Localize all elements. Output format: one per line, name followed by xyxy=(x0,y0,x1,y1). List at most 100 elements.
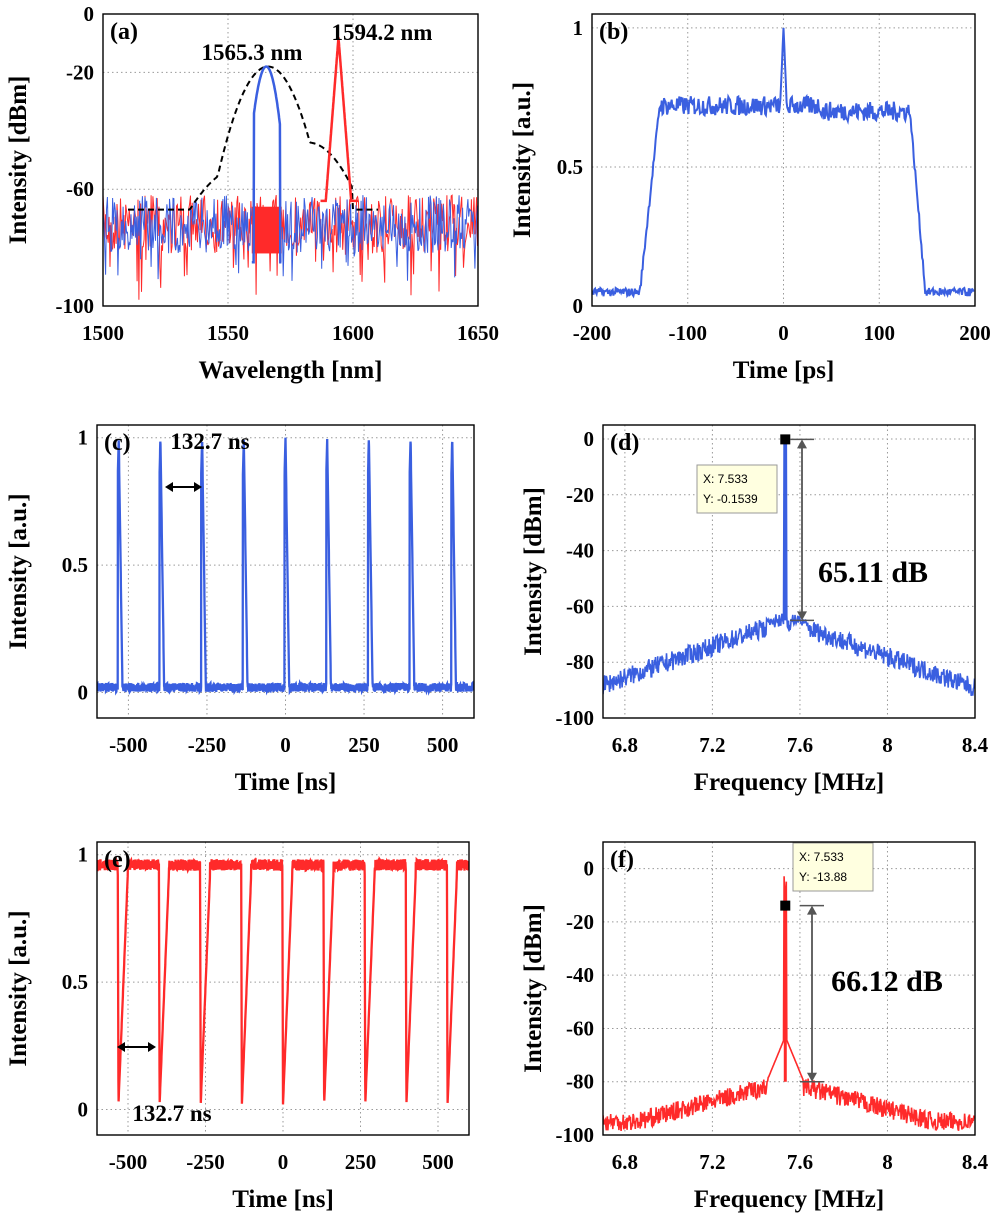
axes-frame xyxy=(96,841,470,1136)
plot-area xyxy=(603,876,975,1132)
panel-label: (c) xyxy=(104,430,131,456)
panel-label: (f) xyxy=(610,847,634,873)
arrow-head-right xyxy=(148,1042,156,1052)
x-tick-label: 0 xyxy=(278,1150,289,1174)
series-red-peak xyxy=(320,37,358,203)
y-tick-label: -80 xyxy=(566,650,594,674)
y-axis-label: Intensity [a.u.] xyxy=(5,493,32,649)
datatip-box xyxy=(792,842,874,892)
x-tick-label: 8.4 xyxy=(962,733,989,757)
panel-a: 1500 1550 1600 1650 0 -20 -60 -100 Wavelength [n… xyxy=(5,2,499,384)
x-tick-label: -500 xyxy=(109,1150,148,1174)
series-red-dips xyxy=(97,855,469,1105)
panel-label: (a) xyxy=(110,19,138,45)
plot-area xyxy=(97,437,474,696)
x-tick-label: -250 xyxy=(186,1150,225,1174)
x-tick-label: 1500 xyxy=(82,321,124,345)
arrow-head-up xyxy=(807,905,817,915)
plot-area xyxy=(97,855,469,1105)
datatip-x: X: 7.533 xyxy=(703,472,748,486)
plot-area xyxy=(592,27,975,299)
x-tick-label: 7.6 xyxy=(787,733,813,757)
y-axis-label: Intensity [dBm] xyxy=(520,487,547,656)
datatip-marker xyxy=(780,900,791,911)
series-blue xyxy=(592,27,975,299)
datatip-y: Y: -0.1539 xyxy=(703,492,758,506)
y-tick-label: 1 xyxy=(78,426,89,450)
y-tick-label: -60 xyxy=(66,177,94,201)
y-tick-label: -40 xyxy=(566,539,594,563)
y-tick-label: 1 xyxy=(573,16,584,40)
y-axis-label: Intensity [dBm] xyxy=(5,76,32,245)
axes-frame xyxy=(591,13,976,307)
x-tick-label: 8 xyxy=(882,1150,893,1174)
y-tick-label: -100 xyxy=(556,1123,595,1147)
y-tick-label: -20 xyxy=(566,910,594,934)
x-axis-label: Frequency [MHz] xyxy=(694,1186,884,1213)
x-tick-label: 200 xyxy=(959,321,991,345)
series-blue-peak xyxy=(251,65,282,264)
x-tick-label: 7.2 xyxy=(699,1150,725,1174)
y-tick-label: 0.5 xyxy=(557,155,583,179)
panel-f: 6.8 7.2 7.6 8 8.4 0 -20 -40 -60 -80 -100 Frequency … xyxy=(520,841,989,1213)
plot-area xyxy=(603,438,975,696)
datatip-box xyxy=(696,464,778,514)
x-tick-label: -250 xyxy=(188,733,227,757)
datatip-marker xyxy=(780,434,791,445)
y-tick-label: -20 xyxy=(66,60,94,84)
arrow-head-down xyxy=(807,1072,817,1082)
x-tick-label: 7.2 xyxy=(699,733,725,757)
annotation-period: 132.7 ns xyxy=(132,1101,211,1126)
y-axis-label: Intensity [a.u.] xyxy=(5,910,32,1066)
y-tick-label: 0 xyxy=(84,2,95,26)
panel-label: (e) xyxy=(104,847,131,873)
x-tick-label: -500 xyxy=(109,733,148,757)
axes-frame xyxy=(96,424,475,719)
x-tick-label: 8 xyxy=(882,733,893,757)
y-tick-label: -80 xyxy=(566,1070,594,1094)
x-tick-label: 1550 xyxy=(207,321,249,345)
x-tick-label: 6.8 xyxy=(612,1150,638,1174)
plot-area xyxy=(103,37,478,300)
x-tick-label: 6.8 xyxy=(612,733,638,757)
y-tick-label: 0 xyxy=(78,681,89,705)
x-tick-label: 8.4 xyxy=(962,1150,989,1174)
x-tick-label: 0 xyxy=(778,321,789,345)
x-tick-label: 250 xyxy=(345,1150,377,1174)
series-blue-noise xyxy=(103,195,478,281)
x-axis-label: Time [ps] xyxy=(733,357,835,384)
arrow-head-right xyxy=(194,482,202,492)
series-blue-pulses xyxy=(97,437,474,696)
panel-c: -500 -250 0 250 500 0 0.5 1 Time [ns] Intensity [… xyxy=(5,424,475,796)
x-tick-label: -200 xyxy=(573,321,612,345)
series-red-band xyxy=(251,206,282,254)
series-spectrum xyxy=(603,438,975,696)
arrow-head-down xyxy=(797,611,807,621)
panel-e: -500 -250 0 250 500 0 0.5 1 Time [ns] Intensity [… xyxy=(5,841,470,1213)
x-tick-label: 250 xyxy=(348,733,380,757)
annotation-blue-wavelength: 1565.3 nm xyxy=(202,40,303,65)
x-tick-label: 1650 xyxy=(457,321,499,345)
y-tick-label: 0.5 xyxy=(62,970,88,994)
x-tick-label: 500 xyxy=(427,733,459,757)
annotation-extinction-ratio: 65.11 dB xyxy=(818,556,928,589)
y-axis-label: Intensity [dBm] xyxy=(520,904,547,1073)
x-tick-label: 100 xyxy=(864,321,896,345)
series-black-dashed xyxy=(128,65,378,211)
y-tick-label: 0 xyxy=(584,857,595,881)
annotation-period: 132.7 ns xyxy=(170,429,249,454)
axes-frame xyxy=(602,424,976,719)
arrow-head-left xyxy=(165,482,173,492)
arrow-head-left xyxy=(117,1042,125,1052)
axes-frame xyxy=(102,13,479,307)
series-red-noise xyxy=(103,194,478,300)
axes-frame xyxy=(602,841,976,1136)
datatip-y: Y: -13.88 xyxy=(799,870,847,884)
x-axis-label: Time [ns] xyxy=(235,769,337,796)
panel-label: (b) xyxy=(599,19,628,45)
x-tick-label: 1600 xyxy=(332,321,374,345)
y-tick-label: -60 xyxy=(566,1016,594,1040)
y-tick-label: 0.5 xyxy=(62,553,88,577)
x-tick-label: -100 xyxy=(669,321,708,345)
